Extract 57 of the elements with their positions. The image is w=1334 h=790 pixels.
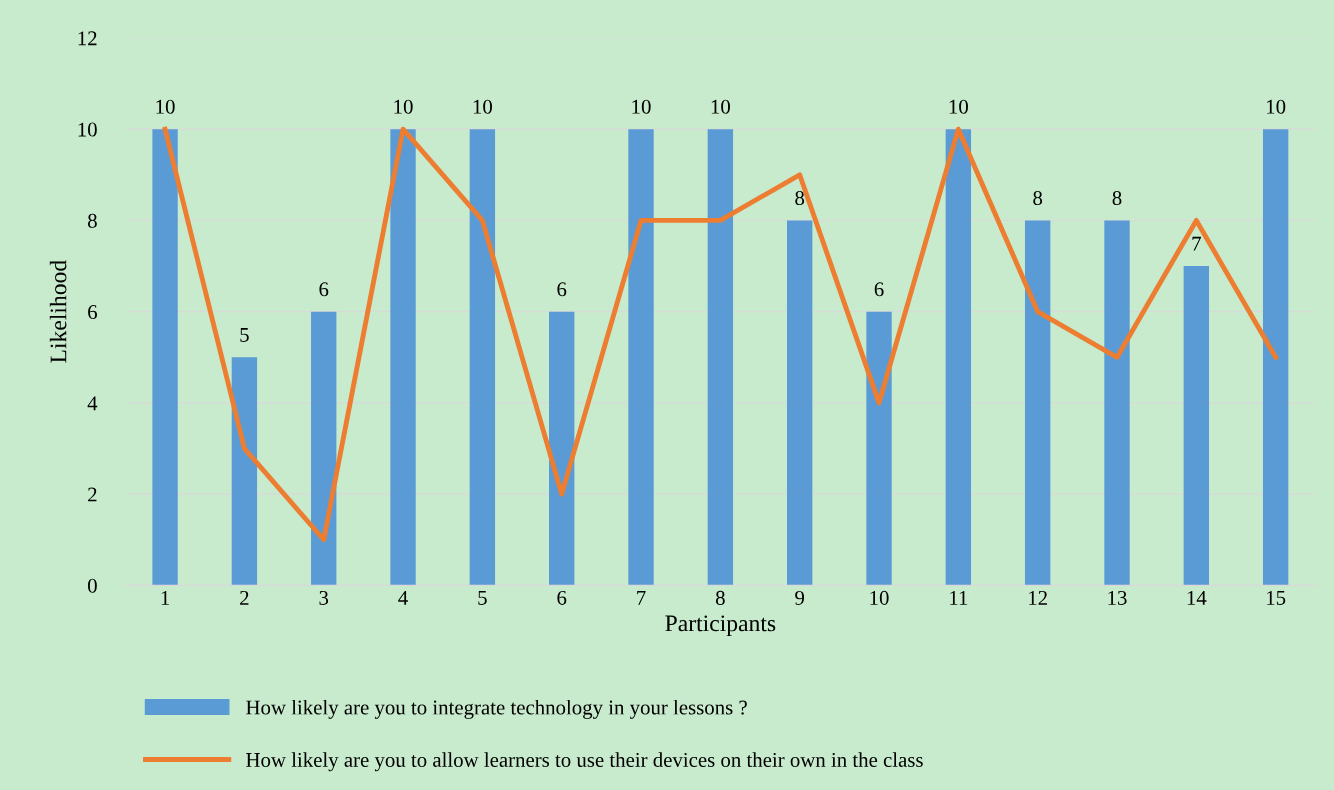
data-label: 6 — [557, 282, 567, 297]
bar — [787, 220, 813, 586]
x-tick-label: 2 — [240, 590, 249, 605]
data-label: 5 — [240, 328, 249, 342]
x-tick-label: 10 — [870, 590, 889, 605]
y-tick-label: 2 — [88, 487, 97, 502]
x-tick-label: 6 — [557, 590, 567, 605]
data-label: 6 — [319, 282, 329, 297]
data-label: 7 — [1192, 236, 1201, 251]
bar — [311, 311, 337, 586]
bar — [390, 129, 416, 586]
legend-label: How likely are you to integrate technology in your lessons ? — [246, 699, 747, 719]
legend-label: How likely are you to allow learners to use their devices on their own in the class — [246, 752, 923, 772]
x-tick-label: 14 — [1187, 590, 1207, 605]
bar — [1104, 220, 1130, 586]
y-tick-label: 6 — [88, 305, 97, 320]
y-tick-label: 0 — [88, 578, 97, 593]
y-tick-label: 10 — [78, 122, 97, 137]
data-label: 10 — [949, 99, 968, 114]
x-tick-label: 12 — [1029, 590, 1047, 605]
data-label: 8 — [1112, 191, 1122, 206]
line-series — [162, 126, 1279, 543]
x-tick-label: 8 — [715, 590, 725, 605]
y-axis-title: Likelihood — [49, 260, 67, 363]
bar — [231, 357, 258, 586]
y-tick-label: 12 — [78, 31, 97, 46]
bar — [1024, 220, 1051, 586]
x-tick-label: 15 — [1267, 590, 1286, 605]
bar — [866, 311, 892, 586]
x-tick-label: 1 — [161, 590, 170, 605]
data-label: 8 — [1033, 191, 1043, 206]
y-tick-label: 8 — [88, 213, 97, 228]
bar — [1183, 266, 1210, 586]
x-tick-label: 4 — [398, 590, 408, 605]
bar — [628, 129, 654, 586]
bar — [945, 129, 972, 586]
data-label: 10 — [156, 99, 175, 114]
data-label: 10 — [473, 99, 492, 114]
data-label: 8 — [795, 191, 805, 206]
y-tick-label: 4 — [87, 396, 98, 411]
data-label: 10 — [394, 99, 413, 114]
bar — [549, 311, 575, 586]
x-tick-label: 3 — [319, 590, 329, 605]
bar — [469, 129, 496, 586]
x-tick-label: 11 — [950, 590, 968, 605]
data-label: 10 — [1267, 99, 1286, 114]
x-axis-title: Participants — [665, 615, 776, 637]
bar — [1262, 129, 1289, 586]
data-label: 6 — [874, 282, 884, 297]
bar — [707, 129, 734, 586]
data-label: 10 — [711, 99, 730, 114]
x-tick-label: 9 — [795, 590, 805, 605]
data-label: 10 — [632, 99, 651, 114]
x-tick-label: 7 — [637, 591, 646, 605]
x-tick-label: 5 — [478, 591, 487, 605]
bar — [152, 129, 178, 586]
x-tick-label: 13 — [1108, 590, 1127, 605]
